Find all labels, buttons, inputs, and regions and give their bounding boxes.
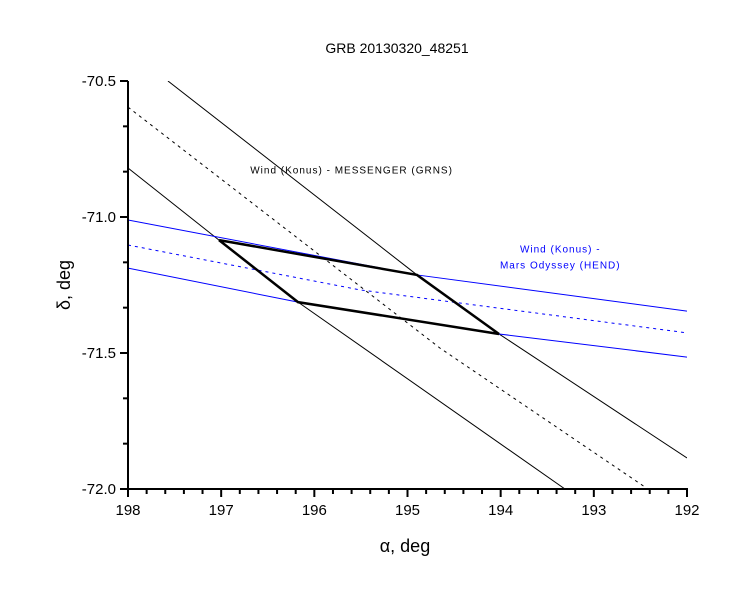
x-tick-label: 194: [488, 502, 513, 519]
series-layer: [128, 81, 687, 489]
series-line-4: [128, 244, 687, 334]
y-tick-label: -71.0: [82, 209, 116, 226]
annotation-2: Mars Odyssey (HEND): [500, 261, 621, 272]
series-line-5: [128, 267, 687, 358]
y-tick-label: -72.0: [82, 481, 116, 498]
x-tick-label: 196: [302, 502, 327, 519]
annotation-layer: Wind (Konus) - MESSENGER (GRNS) Wind (Kon…: [250, 165, 621, 272]
x-axis-title: α, deg: [380, 536, 430, 556]
y-tick-label: -71.5: [82, 345, 116, 362]
annotation-1: Wind (Konus) -: [520, 244, 601, 255]
x-tick-label: 197: [209, 502, 234, 519]
chart-title: GRB 20130320_48251: [325, 40, 468, 56]
axes: 198 197 196 195 194 193 192 -70.5 -71.0 -71.5 -72.…: [82, 73, 700, 519]
annotation-0: Wind (Konus) - MESSENGER (GRNS): [250, 165, 453, 176]
series-line-1: [128, 106, 649, 489]
x-tick-label: 193: [581, 502, 606, 519]
x-tick-label: 195: [395, 502, 420, 519]
series-line-6: [218, 238, 500, 336]
x-tick-label: 198: [115, 502, 140, 519]
x-tick-label: 192: [674, 502, 699, 519]
series-line-2: [128, 167, 566, 489]
y-axis-title: δ, deg: [54, 260, 74, 310]
y-tick-label: -70.5: [82, 73, 116, 90]
